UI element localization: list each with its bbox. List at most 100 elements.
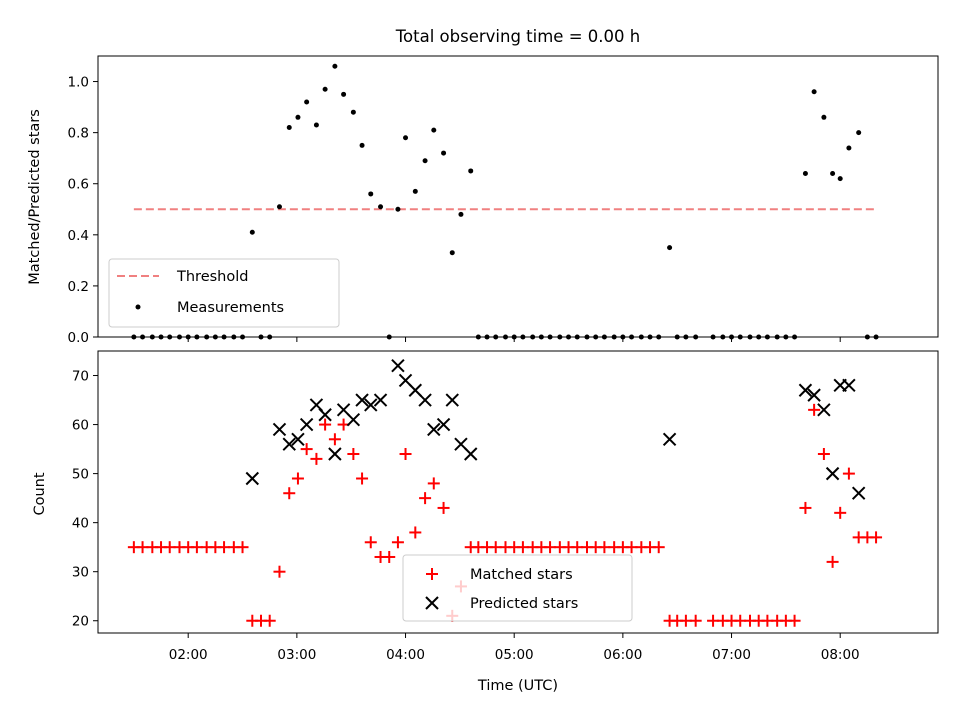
- predicted-star-point: [391, 359, 405, 373]
- matched-star-point: [310, 452, 323, 465]
- measurements-series: [131, 63, 879, 340]
- predicted-star-point: [842, 378, 856, 393]
- top-y-tick-label: 0.8: [68, 126, 89, 142]
- measurement-point: [431, 127, 437, 133]
- measurement-point: [350, 109, 356, 115]
- matched-star-point: [383, 550, 396, 563]
- predicted-star-point: [355, 393, 369, 407]
- matched-star-point: [364, 536, 377, 549]
- predicted-star-point: [373, 393, 388, 407]
- matched-star-point: [817, 447, 830, 460]
- matched-star-point: [236, 541, 249, 554]
- predicted-star-point: [464, 447, 478, 461]
- measurement-point: [449, 250, 455, 256]
- top-legend: Threshold Measurements: [108, 258, 340, 328]
- predicted-star-point: [328, 447, 342, 461]
- measurement-point: [286, 125, 292, 131]
- bottom-y-tick-label: 50: [72, 467, 89, 483]
- matched-star-point: [263, 614, 276, 627]
- bottom-x-tick-label: 02:00: [169, 647, 208, 663]
- bottom-y-tick-label: 40: [72, 516, 89, 532]
- bottom-x-tick-label: 05:00: [495, 647, 534, 663]
- matched-star-point: [328, 433, 341, 446]
- bottom-x-tick-label: 04:00: [386, 647, 425, 663]
- bottom-x-tick-label: 07:00: [712, 647, 751, 663]
- predicted-star-point: [318, 408, 332, 422]
- matched-star-point: [409, 526, 422, 539]
- top-y-tick-label: 0.4: [68, 228, 89, 244]
- bottom-x-tick-label: 03:00: [277, 647, 316, 663]
- measurement-point: [249, 229, 255, 235]
- measurement-point: [332, 63, 338, 69]
- matched-star-point: [788, 614, 801, 627]
- matched-star-point: [826, 555, 839, 568]
- matched-star-point: [291, 472, 304, 485]
- bottom-y-tick-label: 20: [72, 614, 89, 630]
- predicted-star-point: [445, 393, 459, 407]
- top-y-tick-label: 0.2: [68, 279, 89, 295]
- measurement-point: [422, 158, 428, 164]
- bottom-legend-box: [402, 554, 633, 622]
- measurement-point: [403, 135, 409, 141]
- matched-star-point: [689, 614, 702, 627]
- measurement-point: [359, 142, 365, 148]
- bottom-y-tick-label: 30: [72, 565, 89, 581]
- matched-star-point: [834, 506, 847, 519]
- top-y-tick-label: 0.6: [68, 177, 89, 193]
- measurement-point: [830, 171, 836, 177]
- predicted-star-point: [662, 432, 677, 446]
- matched-star-point: [842, 467, 855, 480]
- matched-star-point: [347, 447, 360, 460]
- matched-star-point: [300, 443, 313, 456]
- matched-legend-label: Matched stars: [470, 567, 573, 583]
- predicted-star-point: [245, 471, 260, 486]
- predicted-legend-label: Predicted stars: [470, 596, 578, 612]
- bottom-panel: Count Time (UTC) 20 30 40 50 60 70 02:00 03:00 0…: [32, 350, 939, 694]
- top-frame: [97, 55, 939, 338]
- bottom-y-axis-label: Count: [32, 472, 48, 515]
- matched-star-point: [652, 541, 665, 554]
- top-y-axis-label: Matched/Predicted stars: [27, 109, 43, 285]
- matched-star-point: [419, 492, 432, 505]
- measurement-point: [837, 176, 843, 182]
- matched-star-point: [283, 487, 296, 500]
- measurement-point: [304, 99, 310, 105]
- matched-star-point: [427, 477, 440, 490]
- measurement-point: [395, 206, 401, 212]
- measurement-point: [468, 168, 474, 174]
- measurement-point: [378, 204, 384, 210]
- top-legend-box: [108, 258, 340, 328]
- measurement-point: [802, 171, 808, 177]
- measurement-point: [856, 130, 862, 136]
- top-y-tick-label: 0.0: [68, 330, 89, 346]
- top-y-tick-label: 1.0: [68, 75, 89, 91]
- matched-legend-swatch: [426, 568, 438, 580]
- matched-star-point: [870, 531, 883, 544]
- matched-star-point: [399, 447, 412, 460]
- top-axes: 0.0 0.2 0.4 0.6 0.8 1.0: [68, 55, 939, 346]
- measurement-point: [295, 114, 301, 120]
- bottom-y-tick-label: 60: [72, 418, 89, 434]
- predicted-star-point: [825, 466, 840, 481]
- measurements-legend-swatch: [135, 304, 141, 310]
- measurements-legend-label: Measurements: [177, 300, 284, 316]
- predicted-star-point: [299, 417, 314, 432]
- predicted-star-point: [817, 403, 831, 417]
- matched-star-point: [356, 472, 369, 485]
- measurement-point: [313, 122, 319, 128]
- matched-star-point: [437, 501, 450, 514]
- matched-star-point: [273, 565, 286, 578]
- measurement-point: [667, 245, 673, 251]
- measurement-point: [412, 188, 418, 194]
- predicted-star-point: [807, 388, 821, 402]
- matched-star-point: [319, 418, 332, 431]
- measurement-point: [441, 150, 447, 156]
- predicted-star-point: [851, 486, 866, 500]
- measurement-point: [458, 211, 464, 217]
- measurement-point: [846, 145, 852, 151]
- chart-title: Total observing time = 0.00 h: [395, 27, 640, 46]
- predicted-star-point: [272, 422, 287, 437]
- x-axis-label: Time (UTC): [477, 678, 558, 694]
- predicted-star-point: [291, 432, 305, 446]
